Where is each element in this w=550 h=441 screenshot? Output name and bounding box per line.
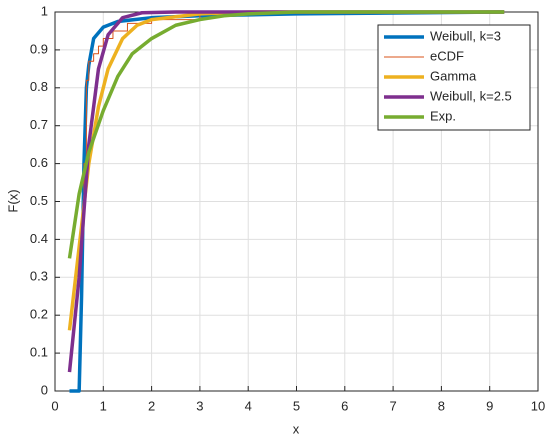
y-tick-label: 0.8 [30,79,48,94]
y-tick-label: 0.4 [30,231,48,246]
legend-label: Gamma [430,68,477,83]
x-tick-label: 3 [196,398,203,413]
y-axis-label: F(x) [5,189,20,212]
y-tick-label: 0 [41,382,48,397]
y-tick-label: 1 [41,3,48,18]
x-tick-label: 2 [148,398,155,413]
x-tick-label: 7 [389,398,396,413]
y-tick-label: 0.7 [30,117,48,132]
x-tick-label: 5 [293,398,300,413]
cdf-line [67,10,505,373]
x-tick-label: 9 [486,398,493,413]
legend-label: Weibull, k=3 [430,28,501,43]
y-tick-label: 0.1 [30,345,48,360]
x-axis-label: x [293,421,300,436]
x-tick-label: 6 [341,398,348,413]
y-tick-label: 0.5 [30,193,48,208]
x-tick-label: 1 [100,398,107,413]
legend-label: eCDF [430,48,464,63]
x-tick-label: 10 [531,398,545,413]
legend-label: Weibull, k=2.5 [430,88,512,103]
y-tick-label: 0.2 [30,307,48,322]
x-tick-label: 4 [245,398,252,413]
legend-label: Exp. [430,108,456,123]
y-tick-label: 0.3 [30,269,48,284]
cdf-line [67,10,505,259]
cdf-line [81,11,505,221]
legend: Weibull, k=3 eCDF Gamma Weibull, k=2.5 Exp. [377,24,531,131]
y-tick-label: 0.6 [30,155,48,170]
y-tick-label: 0.9 [30,41,48,56]
x-tick-label: 8 [438,398,445,413]
x-tick-label: 0 [51,398,58,413]
